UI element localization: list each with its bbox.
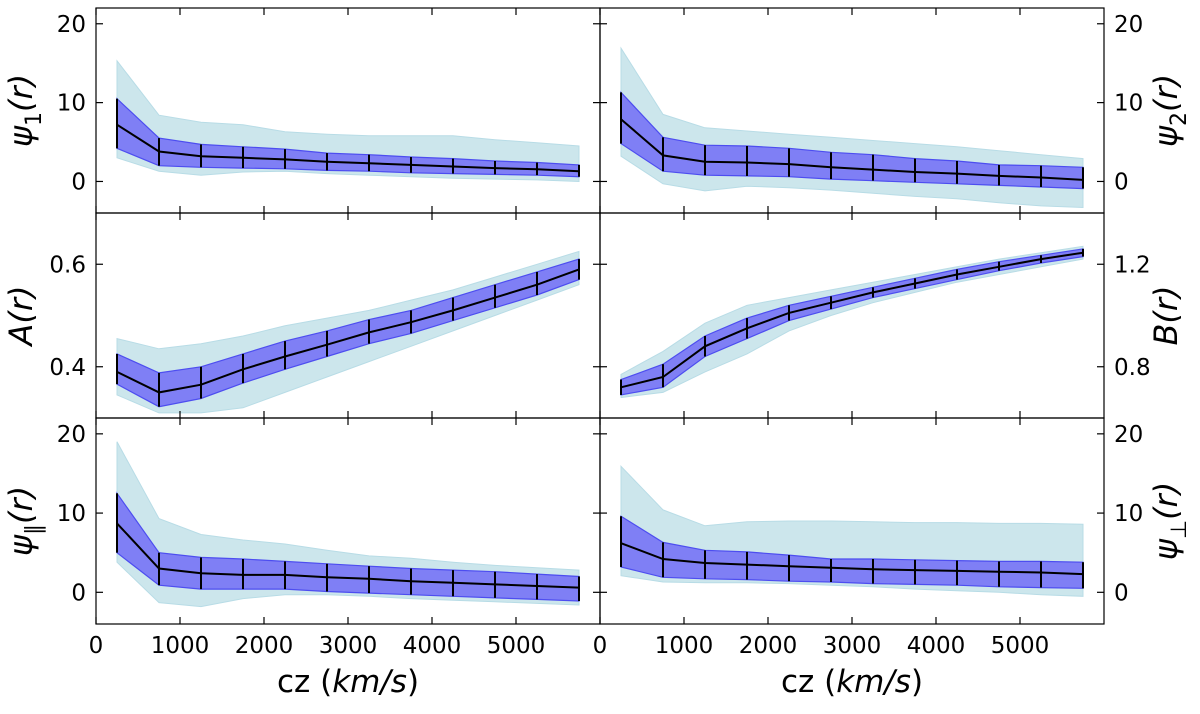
plot-area-psi_perp: [621, 466, 1083, 596]
x-axis-labels-group: cz (km/s) cz (km/s): [277, 664, 923, 700]
x-axis-label-right: cz (km/s): [781, 664, 923, 700]
xtick-label-psi_perp-4: 4000: [907, 633, 966, 659]
x-axis-label-left: cz (km/s): [277, 664, 419, 700]
ytick-label-psi1-2: 20: [57, 12, 86, 38]
figure-canvas: 0 10 20 ψ1(r) 0 10 20 ψ2(r) 0.4 0.6 A(r) 0.8 1.2 B(r)…: [0, 0, 1200, 714]
xtick-label-psi_perp-1: 1000: [655, 633, 714, 659]
ytick-label-psi_par-2: 20: [57, 422, 86, 448]
ytick-label-psi_par-0: 0: [71, 580, 86, 606]
xtick-label-psi_perp-0: 0: [593, 633, 608, 659]
panels-group: 0 10 20 ψ1(r) 0 10 20 ψ2(r) 0.4 0.6 A(r) 0.8 1.2 B(r)…: [2, 8, 1192, 659]
ytick-label-psi1-1: 10: [57, 91, 86, 117]
ytick-label-psi1-0: 0: [71, 169, 86, 195]
ytick-label-psi2-0: 0: [1114, 169, 1129, 195]
ylabel-psi_par: ψ∥(r): [2, 486, 47, 556]
ytick-label-psi2-1: 10: [1114, 91, 1143, 117]
plot-area-B: [621, 246, 1083, 397]
panel-psi_par: 0 10 20 0 1000 2000 3000 4000 5000 ψ∥(r): [2, 418, 600, 659]
ylabel-A: A(r): [2, 285, 40, 347]
ytick-label-B-1: 1.2: [1114, 252, 1151, 278]
panel-B: 0.8 1.2 B(r): [600, 213, 1185, 418]
plot-area-A: [117, 251, 579, 413]
ytick-label-psi2-2: 20: [1114, 12, 1143, 38]
xtick-label-psi_perp-3: 3000: [823, 633, 882, 659]
xtick-label-psi_par-0: 0: [89, 633, 104, 659]
xtick-label-psi_perp-5: 5000: [991, 633, 1050, 659]
ytick-label-psi_perp-1: 10: [1114, 501, 1143, 527]
panel-A: 0.4 0.6 A(r): [2, 213, 600, 418]
panel-psi_perp: 0 10 20 0 1000 2000 3000 4000 5000 ψ⊥(r): [593, 418, 1192, 659]
xtick-label-psi_par-2: 2000: [235, 633, 294, 659]
xtick-label-psi_par-4: 4000: [403, 633, 462, 659]
frame-B: [600, 213, 1104, 418]
xtick-label-psi_par-5: 5000: [487, 633, 546, 659]
frame-psi1: [96, 8, 600, 213]
plot-area-psi2: [621, 48, 1083, 207]
ytick-label-psi_perp-0: 0: [1114, 580, 1129, 606]
ytick-label-A-1: 0.6: [49, 252, 86, 278]
xtick-label-psi_perp-2: 2000: [739, 633, 798, 659]
ylabel-psi_perp: ψ⊥(r): [1147, 482, 1192, 560]
panel-psi1: 0 10 20 ψ1(r): [2, 8, 600, 213]
xtick-label-psi_par-1: 1000: [151, 633, 210, 659]
panel-psi2: 0 10 20 ψ2(r): [600, 8, 1192, 213]
ytick-label-psi_perp-2: 20: [1114, 422, 1143, 448]
ytick-label-B-0: 0.8: [1114, 355, 1151, 381]
outer-band-B: [621, 246, 1083, 397]
inner-band-A: [117, 259, 579, 407]
ytick-label-A-0: 0.4: [49, 355, 86, 381]
ytick-label-psi_par-1: 10: [57, 501, 86, 527]
xtick-label-psi_par-3: 3000: [319, 633, 378, 659]
plot-area-psi1: [117, 61, 579, 182]
ylabel-psi1: ψ1(r): [2, 74, 47, 147]
ylabel-psi2: ψ2(r): [1147, 74, 1192, 147]
ylabel-B: B(r): [1147, 285, 1185, 345]
plot-area-psi_par: [117, 442, 579, 607]
